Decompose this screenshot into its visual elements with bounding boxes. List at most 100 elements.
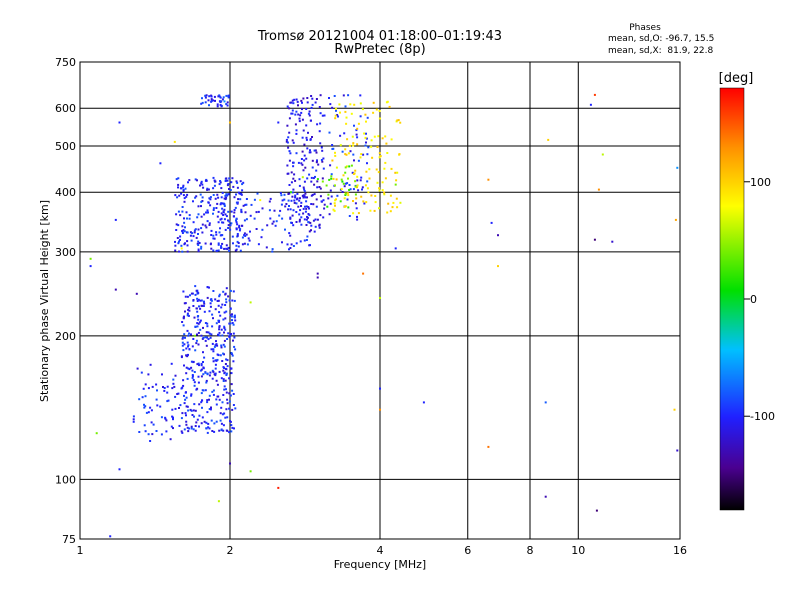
data-point <box>220 306 223 309</box>
data-point <box>339 144 342 147</box>
data-point <box>210 98 213 101</box>
data-point <box>300 99 303 102</box>
data-point <box>318 226 321 229</box>
data-point <box>182 324 185 327</box>
data-point <box>227 224 230 227</box>
data-point <box>156 389 158 392</box>
data-point <box>177 242 180 245</box>
data-point <box>109 535 112 538</box>
data-point <box>202 373 205 376</box>
data-point <box>223 367 225 369</box>
data-point <box>204 389 207 392</box>
data-point <box>171 408 174 411</box>
data-point <box>212 212 214 215</box>
data-point <box>201 183 204 186</box>
data-point <box>231 322 234 324</box>
data-point <box>184 412 187 415</box>
data-point <box>197 318 200 321</box>
data-point <box>191 376 194 379</box>
data-point <box>202 300 205 303</box>
data-point <box>209 204 212 207</box>
data-point <box>214 363 217 366</box>
data-point <box>228 177 231 180</box>
data-point <box>286 243 289 246</box>
data-point <box>291 99 294 102</box>
data-point <box>185 396 188 399</box>
data-point <box>188 348 191 351</box>
data-point <box>343 205 346 208</box>
data-point <box>198 321 201 324</box>
data-point <box>340 178 343 181</box>
data-point <box>335 166 338 169</box>
data-point <box>399 121 402 124</box>
data-point <box>212 348 215 351</box>
data-point <box>231 319 233 322</box>
data-point <box>312 177 315 180</box>
data-point <box>200 299 203 302</box>
data-point <box>378 117 381 120</box>
data-point <box>227 183 230 185</box>
data-point <box>188 217 191 220</box>
data-point <box>346 138 349 141</box>
data-point <box>217 333 219 336</box>
data-point <box>377 135 380 138</box>
data-point <box>300 162 303 165</box>
data-point <box>229 307 232 310</box>
data-point <box>344 105 347 108</box>
data-point <box>288 184 291 186</box>
data-point <box>344 148 347 151</box>
data-point <box>223 237 226 240</box>
data-point <box>389 210 392 213</box>
data-point <box>231 299 234 302</box>
data-point <box>372 111 375 114</box>
data-point <box>220 212 223 215</box>
data-point <box>217 210 220 213</box>
data-point <box>361 108 364 111</box>
data-point <box>310 194 313 197</box>
data-point <box>147 373 150 376</box>
data-point <box>212 357 215 360</box>
data-point <box>189 408 192 411</box>
data-point <box>259 199 262 202</box>
data-point <box>220 346 223 349</box>
data-point <box>215 322 218 325</box>
data-point <box>218 326 221 329</box>
data-point <box>181 232 184 234</box>
data-point <box>383 191 386 194</box>
y-axis-label: Stationary phase Virtual Height [km] <box>38 200 51 402</box>
data-point <box>312 219 315 222</box>
data-point <box>212 350 215 353</box>
data-point <box>212 370 215 373</box>
data-point <box>302 212 305 215</box>
data-point <box>343 197 346 200</box>
data-point <box>192 338 195 340</box>
data-point <box>166 400 169 403</box>
data-point <box>208 310 211 313</box>
data-point <box>176 237 179 239</box>
data-point <box>185 195 188 198</box>
data-point <box>375 108 378 111</box>
data-point <box>387 202 390 205</box>
data-point <box>184 310 186 313</box>
data-point <box>339 111 341 114</box>
data-point <box>344 153 347 156</box>
data-point <box>360 153 363 156</box>
data-point <box>172 378 175 381</box>
data-point <box>343 185 346 188</box>
data-point <box>210 333 213 336</box>
data-point <box>230 424 233 427</box>
data-point <box>210 419 213 422</box>
data-point <box>298 117 301 120</box>
data-point <box>206 411 209 414</box>
data-point <box>205 211 207 214</box>
data-point <box>155 430 158 432</box>
data-point <box>192 409 195 412</box>
y-tick-label: 100 <box>55 473 76 486</box>
data-point <box>390 138 393 141</box>
data-point <box>347 94 350 97</box>
data-point <box>193 371 196 373</box>
data-point <box>287 193 290 195</box>
data-point <box>305 239 308 241</box>
data-point <box>217 500 220 503</box>
data-point <box>214 344 217 347</box>
